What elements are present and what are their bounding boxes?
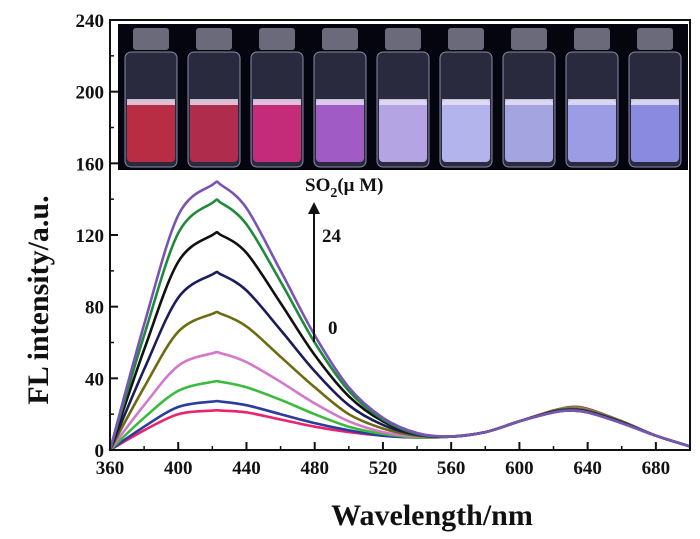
- vial-meniscus: [568, 99, 616, 105]
- vial-cap: [259, 28, 295, 50]
- vial-meniscus: [127, 99, 175, 105]
- spectrum-line-5: [108, 270, 691, 451]
- vial-cap: [322, 28, 358, 50]
- vial-liquid: [316, 100, 364, 162]
- x-tick-label: 560: [437, 458, 466, 479]
- vial-cap: [385, 28, 421, 50]
- vial-liquid: [127, 100, 175, 162]
- vial-meniscus: [442, 99, 490, 105]
- spectra-lines: [108, 180, 691, 452]
- y-tick-label: 200: [76, 83, 105, 104]
- spectrum-line-8: [108, 180, 691, 451]
- vial-meniscus: [253, 99, 301, 105]
- spectrum-line-1: [109, 399, 691, 452]
- x-tick-label: 440: [232, 458, 261, 479]
- y-tick-label: 40: [85, 369, 104, 390]
- y-tick-label: 0: [95, 441, 105, 462]
- y-tick-label: 80: [85, 298, 104, 319]
- vial-liquid: [442, 100, 490, 162]
- x-tick-label: 520: [369, 458, 398, 479]
- spectrum-line-3: [108, 350, 691, 451]
- vial-meniscus: [190, 99, 238, 105]
- y-axis-title: FL intensity/a.u.: [22, 195, 55, 404]
- annotation-top-value: 24: [322, 226, 342, 247]
- x-tick-label: 480: [300, 458, 329, 479]
- vial-liquid: [568, 100, 616, 162]
- x-tick-label: 400: [164, 458, 193, 479]
- vial-liquid: [379, 100, 427, 162]
- vial-liquid: [505, 100, 553, 162]
- x-tick-label: 600: [505, 458, 534, 479]
- annotation-bottom-value: 0: [328, 318, 338, 339]
- arrow-head-icon: [308, 202, 320, 214]
- vial-liquid: [190, 100, 238, 162]
- vial-cap: [448, 28, 484, 50]
- vial-meniscus: [505, 99, 553, 105]
- y-tick-label: 240: [76, 11, 105, 32]
- x-tick-label: 680: [642, 458, 671, 479]
- vial-photo-inset: [118, 24, 688, 170]
- x-tick-label: 640: [573, 458, 602, 479]
- vial-meniscus: [316, 99, 364, 105]
- so2-label: SO2(μ M): [305, 175, 383, 201]
- vial-cap: [637, 28, 673, 50]
- y-tick-label: 120: [76, 226, 105, 247]
- x-tick-label: 360: [96, 458, 125, 479]
- vial-meniscus: [379, 99, 427, 105]
- x-axis-title: Wavelength/nm: [331, 499, 533, 532]
- vial-cap: [574, 28, 610, 50]
- y-tick-label: 160: [76, 154, 105, 175]
- axis-ticks: 360 400 440 480 520 560 600 640 680 0 40 80 120 160 20…: [76, 11, 671, 479]
- vial-cap: [133, 28, 169, 50]
- vial-liquid: [253, 100, 301, 162]
- vial-liquid: [631, 100, 679, 162]
- vial-cap: [511, 28, 547, 50]
- vial-meniscus: [631, 99, 679, 105]
- so2-annotation: SO2(μ M) 24 0: [305, 175, 383, 342]
- vial-cap: [196, 28, 232, 50]
